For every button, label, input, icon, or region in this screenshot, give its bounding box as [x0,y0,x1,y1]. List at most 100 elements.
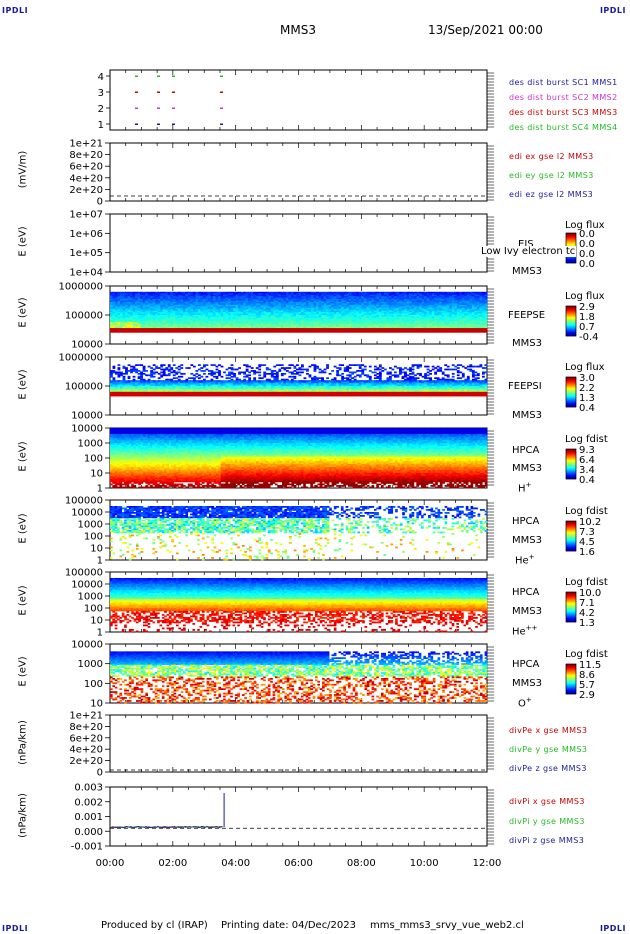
feepse-cell [182,323,186,326]
feepse-cell [280,330,284,333]
feepse-cell [331,330,334,333]
feepse-cell [145,322,148,324]
feepse-cell [145,301,148,304]
feepse-cell [147,322,151,324]
feepse-cell [401,330,405,333]
feepse-cell [187,306,191,309]
feepse-cell [240,330,244,333]
eis-cb-cell [566,258,576,260]
feepse-cell [142,317,146,320]
feepse-cell [182,316,186,319]
feepse-cell [167,304,171,307]
feepse-cell [373,330,377,333]
feepse-cell [142,294,146,297]
feepse-cell [426,330,430,333]
feepse-cell [152,299,156,301]
feepse-cell [125,313,128,316]
feepse-cell [170,291,174,294]
feepse-cell [132,329,136,332]
feepse-cell [175,313,179,316]
feepse-cell [122,326,126,329]
feepse-cell [140,313,143,316]
feepse-cell [175,320,179,323]
feepse-cell [140,317,143,320]
feepse-cell [170,326,174,329]
feepse-cell [137,330,141,333]
feepse-cell [150,326,154,329]
feepse-cell [170,330,174,333]
feepse-cell [147,316,151,319]
feepse-cell [140,329,143,332]
feepse-cell [182,326,186,329]
feepse-cell [185,319,189,322]
feepse-cell [187,301,191,304]
feepse-cell [172,313,176,316]
feepse-cell [147,293,151,295]
feepse-cell [130,322,133,324]
feepse-cell [135,312,138,314]
feepse-cell [165,309,169,311]
feepse-cell [142,316,146,319]
feepse-cell [145,317,148,320]
feepse-cell [160,299,164,301]
feepse-cell [157,315,161,317]
feepse-cell [172,296,176,298]
feepse-cell [160,307,164,310]
feepse-cell [145,329,148,332]
feepse-cell [147,310,151,313]
feepse-cell [132,317,136,320]
feepse-cell [122,315,126,317]
feepse-cell [175,317,179,320]
feepse-cell [175,293,179,295]
feepse-cell [117,300,121,303]
feepse-cell [140,316,143,319]
feepse-cell [140,325,143,327]
feepse-cell [142,323,146,326]
feepse-cell [137,293,141,295]
feepse-cell [150,323,154,326]
feepse-cell [130,306,133,309]
feepse-cell [125,325,128,327]
feepse-cell [157,330,161,333]
feepse-cell [120,299,123,301]
feepse-cell [122,330,126,333]
feepse-cb-cell [566,315,576,317]
feepse-cell [466,330,470,333]
feepse-cell [167,307,171,310]
feepse-cell [167,312,171,314]
burst-mark [220,91,223,93]
header-date: 13/Sep/2021 00:00 [428,23,543,37]
eis-cb-tick: 0.0 [579,239,595,250]
feepse-cell [165,328,169,330]
feepse-cell [434,330,438,333]
feepse-cb-cell [566,312,576,314]
feepse-cell [140,293,143,295]
feepse-cell [130,299,133,301]
feepse-cell [175,330,179,333]
feepse-cell [132,322,136,324]
feepse-cell [165,330,169,333]
feepse-cell [446,330,450,333]
feepse-cell [112,326,116,329]
corner-label-br: IPDLI [600,924,626,933]
feepse-cell [142,326,146,329]
feepse-cell [185,299,189,301]
feepse-cell [167,291,171,294]
feepse-cell [172,328,176,330]
feepse-cell [185,297,189,300]
feepse-cell [175,297,179,300]
feepse-cell [185,294,189,297]
feepse-cell [120,307,123,310]
feepse-cell [140,328,143,330]
feepse-cell [160,329,164,332]
feepse-cell [185,304,189,307]
feepse-cell [155,296,159,298]
feepse-cell [127,296,131,298]
feepse-cell [150,294,154,297]
feepse-cell [177,307,181,310]
feepse-cell [175,294,179,297]
feepse-cb-cell [566,311,576,313]
feepse-cell [147,297,151,300]
feepse-cell [185,307,189,310]
feepse-cell [125,317,128,320]
